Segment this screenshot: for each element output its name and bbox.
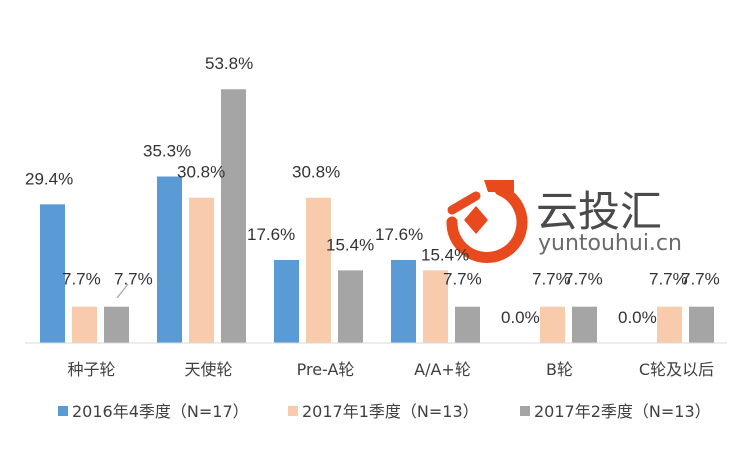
x-tick-label-1: 种子轮: [67, 360, 115, 379]
data-label-s2-5: 7.7%: [532, 270, 571, 289]
bar-s2-4: [423, 270, 448, 343]
bar-s3-2: [221, 89, 246, 343]
bar-s3-1: [104, 306, 129, 343]
bar-s2-3: [306, 197, 331, 343]
bar-s1-4: [391, 259, 416, 343]
watermark-name-cn: 云投汇: [536, 187, 662, 236]
x-tick-label-2: 天使轮: [184, 360, 232, 379]
data-label-s1-4: 17.6%: [375, 225, 423, 244]
bar-s2-2: [189, 197, 214, 343]
data-label-s2-4: 15.4%: [421, 245, 469, 264]
data-label-s3-5: 7.7%: [564, 270, 603, 289]
legend-label-3: 2017年2季度（N=13）: [534, 402, 711, 421]
legend-item-3: 2017年2季度（N=13）: [520, 402, 711, 421]
bar-s1-3: [274, 259, 299, 343]
legend-swatch-2: [288, 406, 298, 416]
x-tick-label-5: B轮: [546, 360, 573, 379]
data-label-s1-5: 0.0%: [501, 308, 540, 327]
data-label-s3-1: 7.7%: [114, 270, 153, 289]
bar-s2-1: [72, 306, 97, 343]
watermark-logo: 云投汇 yuntouhui.cn: [446, 180, 682, 263]
legend-label-2: 2017年1季度（N=13）: [302, 402, 479, 421]
data-label-s3-3: 15.4%: [326, 235, 374, 254]
x-tick-label-4: A/A+轮: [414, 360, 471, 379]
data-label-s3-4: 7.7%: [443, 270, 482, 289]
x-tick-label-6: C轮及以后: [639, 360, 714, 379]
bar-s3-6: [689, 306, 714, 343]
bar-s1-1: [40, 204, 65, 343]
watermark-domain: yuntouhui.cn: [538, 231, 682, 256]
legend-item-2: 2017年1季度（N=13）: [288, 402, 479, 421]
legend-swatch-1: [58, 406, 68, 416]
bar-s3-4: [455, 306, 480, 343]
x-tick-label-3: Pre-A轮: [297, 360, 355, 379]
bar-s3-3: [338, 270, 363, 343]
bar-s2-5: [540, 306, 565, 343]
data-label-s2-1: 7.7%: [62, 270, 101, 289]
data-label-s2-3: 30.8%: [292, 163, 340, 182]
bar-s3-5: [572, 306, 597, 343]
bar-s2-6: [657, 306, 682, 343]
legend-swatch-3: [520, 406, 530, 416]
data-label-s1-6: 0.0%: [618, 308, 657, 327]
data-label-s2-2: 30.8%: [177, 163, 225, 182]
legend-label-1: 2016年4季度（N=17）: [72, 402, 249, 421]
data-label-s1-2: 35.3%: [143, 142, 191, 161]
data-label-s3-6: 7.7%: [681, 270, 720, 289]
bar-s1-2: [157, 176, 182, 343]
data-label-s1-1: 29.4%: [25, 169, 73, 188]
legend-item-1: 2016年4季度（N=17）: [58, 402, 249, 421]
label-leader-line: [116, 283, 129, 299]
yuntouhui-logo-icon: [446, 180, 528, 263]
data-label-s1-3: 17.6%: [247, 225, 295, 244]
legend: 2016年4季度（N=17） 2017年1季度（N=13） 2017年2季度（N=1…: [58, 402, 711, 421]
data-label-s3-2: 53.8%: [205, 54, 253, 73]
data-label-s2-6: 7.7%: [649, 270, 688, 289]
